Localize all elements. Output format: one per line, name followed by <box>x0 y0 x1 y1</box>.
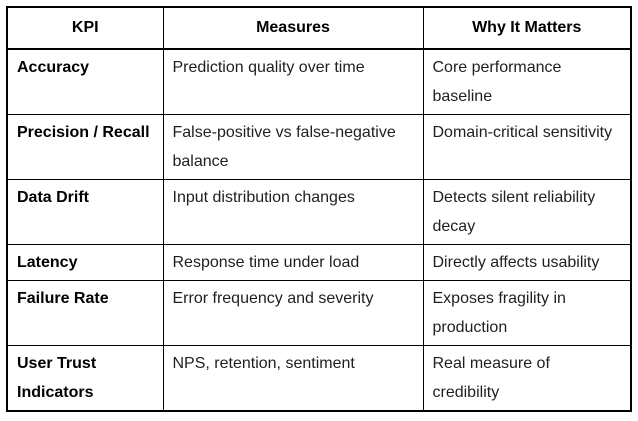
column-header-measures: Measures <box>162 6 424 50</box>
table-row: Failure Rate Error frequency and severity… <box>6 280 632 346</box>
column-header-kpi: KPI <box>6 6 164 50</box>
why-cell: Directly affects usability <box>422 244 632 281</box>
why-cell: Detects silent reliability decay <box>422 179 632 245</box>
measures-cell: Error frequency and severity <box>162 280 424 346</box>
measures-cell: Response time under load <box>162 244 424 281</box>
table-container: KPI Measures Why It Matters Accuracy Pred… <box>6 6 632 412</box>
kpi-cell: User Trust Indicators <box>6 345 164 412</box>
kpi-cell: Latency <box>6 244 164 281</box>
kpi-table: KPI Measures Why It Matters Accuracy Pred… <box>6 6 632 412</box>
table-row: Data Drift Input distribution changes Dete… <box>6 179 632 245</box>
table-header: KPI Measures Why It Matters <box>6 6 632 50</box>
table-row: Latency Response time under load Directly … <box>6 244 632 281</box>
measures-cell: Prediction quality over time <box>162 48 424 115</box>
table-body: Accuracy Prediction quality over time Core… <box>6 48 632 412</box>
table-row: Accuracy Prediction quality over time Core… <box>6 48 632 115</box>
table-row: Precision / Recall False-positive vs fals… <box>6 114 632 180</box>
why-cell: Exposes fragility in production <box>422 280 632 346</box>
why-cell: Domain-critical sensitivity <box>422 114 632 180</box>
header-row: KPI Measures Why It Matters <box>6 6 632 50</box>
measures-cell: False-positive vs false-negative balance <box>162 114 424 180</box>
kpi-cell: Failure Rate <box>6 280 164 346</box>
measures-cell: NPS, retention, sentiment <box>162 345 424 412</box>
measures-cell: Input distribution changes <box>162 179 424 245</box>
column-header-why-it-matters: Why It Matters <box>422 6 632 50</box>
kpi-cell: Data Drift <box>6 179 164 245</box>
table-row: User Trust Indicators NPS, retention, sen… <box>6 345 632 412</box>
why-cell: Core performance baseline <box>422 48 632 115</box>
kpi-cell: Precision / Recall <box>6 114 164 180</box>
why-cell: Real measure of credibility <box>422 345 632 412</box>
kpi-cell: Accuracy <box>6 48 164 115</box>
